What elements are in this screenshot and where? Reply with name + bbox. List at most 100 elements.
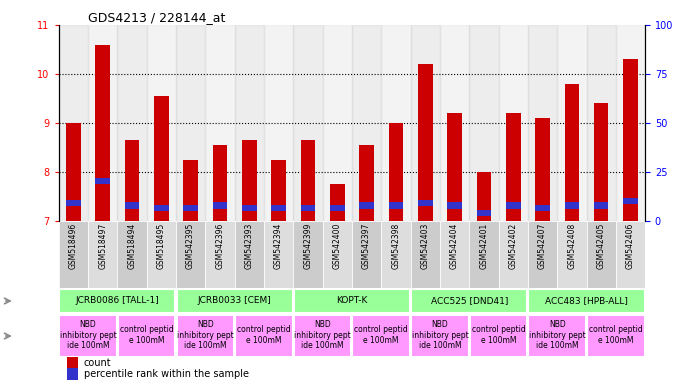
Bar <box>418 64 433 221</box>
Bar <box>535 118 550 221</box>
Bar <box>147 25 176 221</box>
Bar <box>529 289 644 313</box>
Text: GSM542406: GSM542406 <box>626 223 635 270</box>
Text: percentile rank within the sample: percentile rank within the sample <box>84 369 249 379</box>
Bar <box>388 202 403 209</box>
Bar <box>558 221 586 288</box>
Text: control peptid
e 100mM: control peptid e 100mM <box>237 326 290 345</box>
Bar <box>66 200 81 207</box>
Bar <box>95 178 110 184</box>
Text: control peptid
e 100mM: control peptid e 100mM <box>472 326 525 345</box>
Bar <box>359 202 374 209</box>
Text: JCRB0033 [CEM]: JCRB0033 [CEM] <box>198 296 271 305</box>
Text: count: count <box>84 358 112 367</box>
Bar <box>411 221 440 288</box>
Bar <box>587 315 644 357</box>
Bar <box>623 59 638 221</box>
Bar <box>506 202 520 209</box>
Bar <box>294 289 410 313</box>
Bar <box>154 96 168 221</box>
Bar <box>95 45 110 221</box>
Bar <box>528 25 558 221</box>
Bar <box>352 25 381 221</box>
Text: GSM542399: GSM542399 <box>304 223 313 270</box>
Text: GSM518495: GSM518495 <box>157 223 166 269</box>
Bar <box>177 315 234 357</box>
Text: GSM542408: GSM542408 <box>567 223 576 269</box>
Bar <box>469 221 499 288</box>
Bar <box>271 160 286 221</box>
Bar <box>477 172 491 221</box>
Bar <box>447 113 462 221</box>
Bar <box>586 221 616 288</box>
Bar <box>125 202 139 209</box>
Bar <box>206 221 235 288</box>
Bar <box>440 25 469 221</box>
Text: GSM542401: GSM542401 <box>480 223 489 269</box>
Bar <box>235 315 293 357</box>
Bar <box>242 140 257 221</box>
Text: GSM542395: GSM542395 <box>186 223 195 270</box>
Text: GSM542400: GSM542400 <box>333 223 342 270</box>
Text: ACC525 [DND41]: ACC525 [DND41] <box>431 296 508 305</box>
Text: GSM542393: GSM542393 <box>245 223 254 270</box>
Text: control peptid
e 100mM: control peptid e 100mM <box>589 326 642 345</box>
Text: GSM518496: GSM518496 <box>69 223 78 269</box>
Bar <box>154 205 168 211</box>
Bar <box>440 221 469 288</box>
Bar <box>529 315 586 357</box>
Text: GSM542403: GSM542403 <box>421 223 430 270</box>
Bar <box>382 25 411 221</box>
Bar <box>242 205 257 211</box>
Bar <box>564 84 579 221</box>
Bar <box>594 103 609 221</box>
Bar <box>271 205 286 211</box>
Bar <box>68 368 78 380</box>
Bar <box>294 315 351 357</box>
Bar <box>477 210 491 216</box>
Text: GSM542402: GSM542402 <box>509 223 518 269</box>
Text: NBD
inhibitory pept
ide 100mM: NBD inhibitory pept ide 100mM <box>177 320 234 350</box>
Bar <box>264 221 293 288</box>
Text: GSM542394: GSM542394 <box>274 223 283 270</box>
Bar <box>353 315 410 357</box>
Bar <box>264 25 293 221</box>
Text: JCRB0086 [TALL-1]: JCRB0086 [TALL-1] <box>75 296 159 305</box>
Text: ACC483 [HPB-ALL]: ACC483 [HPB-ALL] <box>545 296 628 305</box>
Bar <box>388 123 403 221</box>
Bar <box>499 25 528 221</box>
Bar <box>88 221 117 288</box>
Bar <box>594 202 609 209</box>
Bar <box>359 145 374 221</box>
Bar <box>535 205 550 211</box>
Text: GSM542405: GSM542405 <box>597 223 606 270</box>
Text: GSM542404: GSM542404 <box>450 223 459 270</box>
Bar <box>66 123 81 221</box>
Bar <box>68 357 78 369</box>
Bar <box>352 221 381 288</box>
Bar <box>176 221 206 288</box>
Bar <box>447 202 462 209</box>
Bar <box>293 221 323 288</box>
Bar <box>235 221 264 288</box>
Bar <box>470 315 527 357</box>
Bar <box>499 221 528 288</box>
Bar <box>506 113 520 221</box>
Bar <box>411 289 527 313</box>
Bar <box>213 145 227 221</box>
Bar <box>418 200 433 207</box>
Bar <box>176 25 206 221</box>
Text: GSM542396: GSM542396 <box>215 223 224 270</box>
Bar <box>323 25 352 221</box>
Bar <box>586 25 616 221</box>
Bar <box>59 221 88 288</box>
Text: NBD
inhibitory pept
ide 100mM: NBD inhibitory pept ide 100mM <box>529 320 586 350</box>
Bar <box>59 289 175 313</box>
Bar <box>411 25 440 221</box>
Bar <box>382 221 411 288</box>
Text: GSM542407: GSM542407 <box>538 223 547 270</box>
Text: GSM542398: GSM542398 <box>391 223 400 269</box>
Bar <box>616 25 645 221</box>
Text: NBD
inhibitory pept
ide 100mM: NBD inhibitory pept ide 100mM <box>411 320 469 350</box>
Bar <box>59 25 88 221</box>
